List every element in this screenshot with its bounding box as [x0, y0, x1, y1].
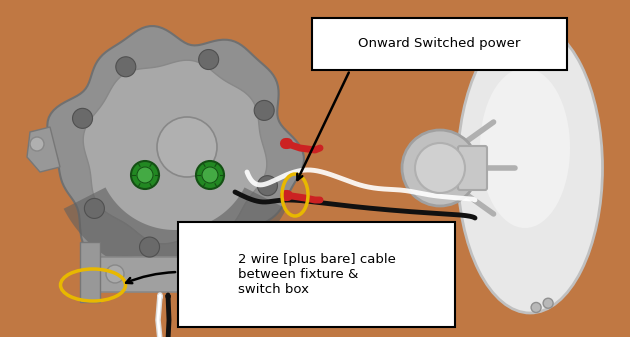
Text: Onward Switched power: Onward Switched power [358, 37, 520, 51]
Circle shape [116, 57, 136, 77]
Polygon shape [80, 242, 100, 302]
Circle shape [196, 161, 224, 189]
Ellipse shape [480, 68, 570, 228]
Circle shape [415, 143, 465, 193]
Polygon shape [64, 187, 287, 277]
Bar [178, 222, 455, 327]
Circle shape [402, 130, 478, 206]
Circle shape [137, 167, 153, 183]
Circle shape [531, 303, 541, 312]
Circle shape [254, 100, 274, 120]
Ellipse shape [457, 23, 602, 313]
Circle shape [106, 265, 124, 283]
Circle shape [72, 108, 93, 128]
Polygon shape [27, 127, 60, 172]
Polygon shape [255, 242, 275, 302]
Circle shape [531, 24, 541, 34]
Circle shape [236, 265, 254, 283]
Circle shape [221, 223, 241, 243]
Circle shape [84, 198, 105, 218]
Circle shape [258, 176, 277, 196]
Polygon shape [85, 257, 275, 292]
Circle shape [131, 161, 159, 189]
Circle shape [30, 137, 44, 151]
Circle shape [543, 298, 553, 308]
Polygon shape [83, 60, 266, 244]
Circle shape [157, 117, 217, 177]
Polygon shape [47, 26, 304, 275]
FancyBboxPatch shape [458, 146, 487, 190]
Bar [312, 18, 567, 70]
Circle shape [198, 50, 219, 69]
Circle shape [139, 237, 159, 257]
Text: 2 wire [plus bare] cable
between fixture &
switch box: 2 wire [plus bare] cable between fixture… [238, 253, 396, 296]
Circle shape [202, 167, 218, 183]
Circle shape [543, 28, 553, 38]
